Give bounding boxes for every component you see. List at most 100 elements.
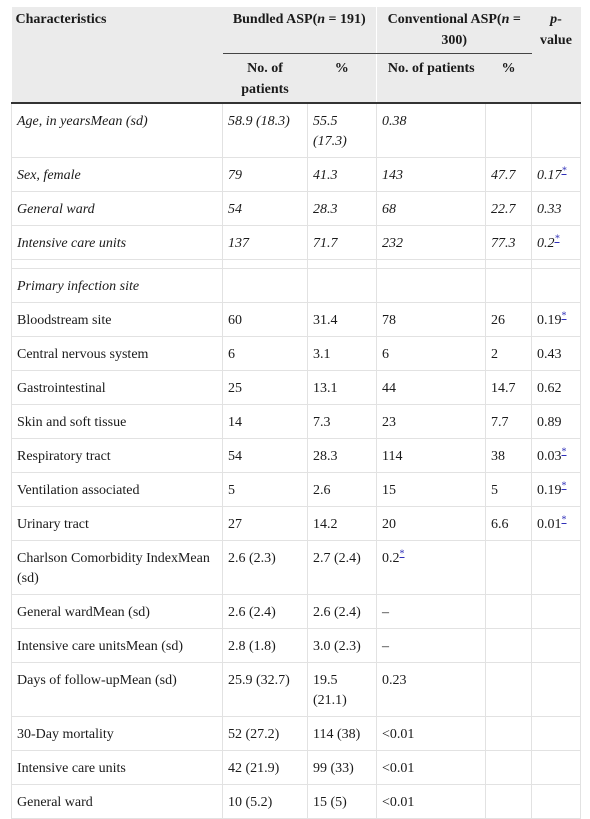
table-cell: 3.1 (307, 336, 377, 371)
cell-text: 38 (491, 449, 505, 464)
table-cell: – (376, 628, 486, 663)
footnote-link[interactable]: * (561, 514, 567, 526)
cell-text: 19.5 (21.1) (313, 673, 347, 708)
table-cell: 58.9 (18.3) (222, 102, 308, 158)
cell-text: Bloodstream site (17, 313, 112, 328)
cell-text: 2.6 (2.4) (313, 605, 361, 620)
table-cell: 114 (38) (307, 716, 377, 751)
table-cell: 2.8 (1.8) (222, 628, 308, 663)
cell-text: General ward (17, 795, 93, 810)
footnote-link[interactable]: * (561, 480, 567, 492)
table-cell: 26 (485, 302, 532, 337)
table-cell: – (376, 594, 486, 629)
cell-text: 68 (382, 202, 396, 217)
table-row: Charlson Comorbidity IndexMean (sd) 2.6 (… (11, 540, 581, 595)
cell-text: 26 (491, 313, 505, 328)
table-row: Bloodstream site 60 31.4 78 26 0.19* (11, 302, 581, 337)
row-label: 30-Day mortality (11, 716, 223, 751)
footnote-link[interactable]: * (561, 310, 567, 322)
row-label: Urinary tract (11, 506, 223, 541)
table-cell: 2.6 (2.4) (307, 594, 377, 629)
cell-text: 14.2 (313, 517, 338, 532)
cell-text: 0.23 (382, 673, 407, 688)
row-label: Charlson Comorbidity IndexMean (sd) (11, 540, 223, 595)
table-cell: 60 (222, 302, 308, 337)
cell-text: Intensive care units (17, 761, 126, 776)
cell-text: 54 (228, 202, 242, 217)
row-label: General ward (11, 191, 223, 226)
cell-text: 0.89 (537, 415, 562, 430)
table-cell: 2.6 (2.3) (222, 540, 308, 595)
table-cell: 0.19* (531, 302, 581, 337)
table-cell: <0.01 (376, 784, 486, 819)
table-cell: 54 (222, 191, 308, 226)
table-cell: 0.01* (531, 506, 581, 541)
table-cell: 14.2 (307, 506, 377, 541)
cell-text: 0.43 (537, 347, 562, 362)
header-no-of-patients-conventional: No. of patients (376, 53, 486, 103)
cell-text: Ventilation associated (17, 483, 140, 498)
table-cell: 23 (376, 404, 486, 439)
cell-text: 20 (382, 517, 396, 532)
table-cell (531, 716, 581, 751)
table-cell: 38 (485, 438, 532, 473)
row-label: Respiratory tract (11, 438, 223, 473)
cell-text: 15 (382, 483, 396, 498)
characteristics-table: Characteristics Bundled ASP(n = 191) Con… (11, 7, 581, 819)
table-cell (531, 784, 581, 819)
footnote-link[interactable]: * (561, 165, 567, 177)
table-cell: 14.7 (485, 370, 532, 405)
table-cell: 22.7 (485, 191, 532, 226)
cell-text: – (382, 639, 389, 654)
table-cell: 0.03* (531, 438, 581, 473)
table-cell: 79 (222, 157, 308, 192)
table-row: Intensive care unitsMean (sd) 2.8 (1.8) 3.… (11, 628, 581, 663)
cell-text: 14 (228, 415, 242, 430)
cell-text: 143 (382, 168, 403, 183)
cell-text: Primary infection site (17, 279, 140, 294)
table-cell: 27 (222, 506, 308, 541)
table-cell: 6.6 (485, 506, 532, 541)
footnote-link[interactable]: * (561, 446, 567, 458)
table-cell: 2 (485, 336, 532, 371)
footnote-link[interactable]: * (399, 548, 405, 560)
table-cell: 3.0 (2.3) (307, 628, 377, 663)
cell-text: 114 (382, 449, 403, 464)
cell-text: 30-Day mortality (17, 727, 114, 742)
table-row: Respiratory tract 54 28.3 114 38 0.03* (11, 438, 581, 473)
cell-text: 44 (382, 381, 396, 396)
table-row: Gastrointestinal 25 13.1 44 14.7 0.62 (11, 370, 581, 405)
cell-text: Urinary tract (17, 517, 89, 532)
header-no-of-patients-bundled: No. of patients (222, 53, 308, 103)
table-cell (531, 628, 581, 663)
table-cell: 55.5 (17.3) (307, 102, 377, 158)
cell-text: 42 (21.9) (228, 761, 280, 776)
cell-text: 0.19 (537, 483, 562, 498)
cell-text: 58.9 (18.3) (228, 114, 290, 129)
table-row: Ventilation associated 5 2.6 15 5 0.19* (11, 472, 581, 507)
cell-text: 7.7 (491, 415, 509, 430)
cell-text: 25 (228, 381, 242, 396)
table-row: General ward 10 (5.2) 15 (5) <0.01 (11, 784, 581, 819)
cell-text: 25.9 (32.7) (228, 673, 290, 688)
table-cell (376, 268, 486, 303)
cell-text: 0.19 (537, 313, 562, 328)
table-cell: 15 (5) (307, 784, 377, 819)
cell-text: 28.3 (313, 202, 338, 217)
footnote-link[interactable]: * (554, 233, 560, 245)
cell-text: 0.38 (382, 114, 407, 129)
cell-text: 232 (382, 236, 403, 251)
table-cell-empty (222, 259, 308, 269)
table-row: Age, in yearsMean (sd) 58.9 (18.3) 55.5 (1… (11, 102, 581, 158)
cell-text: Skin and soft tissue (17, 415, 127, 430)
table-row: Skin and soft tissue 14 7.3 23 7.7 0.89 (11, 404, 581, 439)
cell-text: 22.7 (491, 202, 516, 217)
table-cell: 78 (376, 302, 486, 337)
table-cell: 19.5 (21.1) (307, 662, 377, 717)
cell-text: Sex, female (17, 168, 81, 183)
table-cell: 0.19* (531, 472, 581, 507)
table-cell: 6 (376, 336, 486, 371)
table-cell: 0.38 (376, 102, 486, 158)
table-cell: 31.4 (307, 302, 377, 337)
table-cell: 143 (376, 157, 486, 192)
